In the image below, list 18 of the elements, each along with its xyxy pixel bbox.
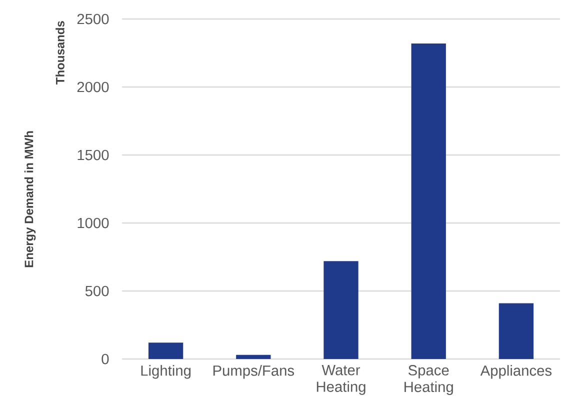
y-tick-label: 0 <box>102 354 109 364</box>
bar <box>411 43 446 359</box>
bar <box>236 354 271 359</box>
y-tick-label: 2500 <box>77 14 109 24</box>
x-tick-label: Appliances <box>480 365 552 379</box>
bar <box>148 342 184 359</box>
y-tick-label: 500 <box>85 286 109 296</box>
x-tick-label: Water Heating <box>316 365 366 395</box>
y-tick-label: 2000 <box>77 82 109 92</box>
text: Thousands <box>56 21 64 84</box>
x-tick-label: Space Heating <box>404 365 453 395</box>
y-axis-title: Energy Demand in MWh <box>24 131 36 268</box>
y-tick-label: 1500 <box>78 150 109 160</box>
x-tick-label: Lighting <box>141 365 191 379</box>
x-tick-label: Pumps/Fans <box>213 365 294 379</box>
bar <box>498 303 534 359</box>
y-tick-label: 1000 <box>78 218 109 228</box>
bar <box>324 261 358 359</box>
